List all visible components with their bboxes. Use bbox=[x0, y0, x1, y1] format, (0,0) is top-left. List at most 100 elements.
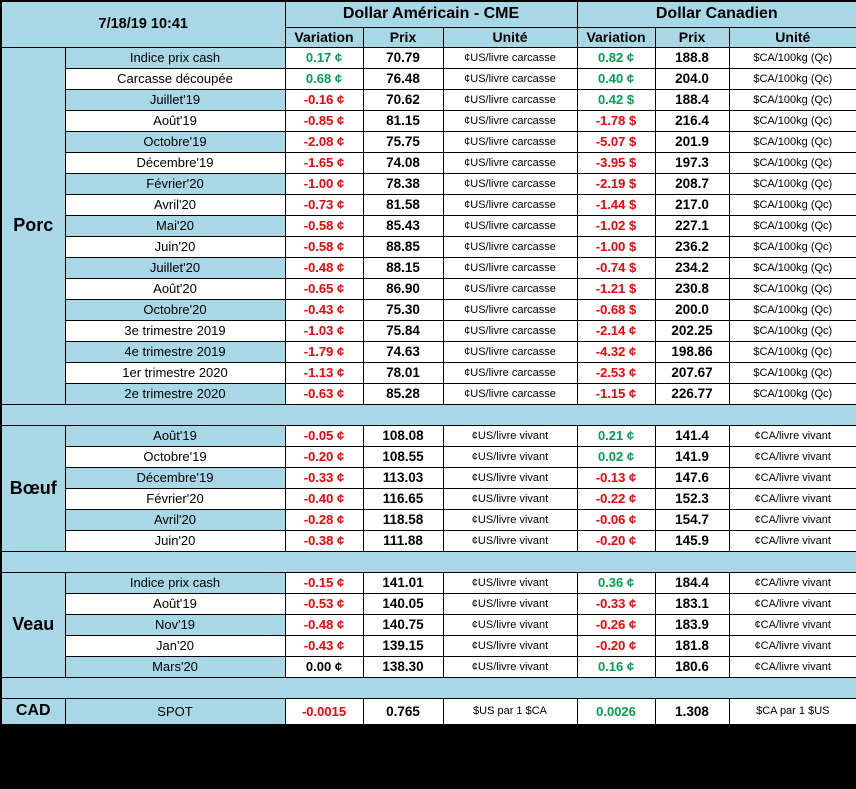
us-price-value: 76.48 bbox=[362, 67, 444, 90]
us-price-value: 86.90 bbox=[362, 277, 444, 300]
us-unit-label: ¢US/livre carcasse bbox=[442, 361, 578, 384]
ca-unit-label: $CA/100kg (Qc) bbox=[728, 130, 856, 153]
row-label: Juin'20 bbox=[64, 235, 286, 258]
us-unit-label: ¢US/livre vivant bbox=[442, 655, 578, 678]
row-label: Août'19 bbox=[64, 592, 286, 615]
ca-variation-value: 0.16 ¢ bbox=[576, 655, 656, 678]
us-unit-label: ¢US/livre carcasse bbox=[442, 340, 578, 363]
row-label: 3e trimestre 2019 bbox=[64, 319, 286, 342]
row-label: Juin'20 bbox=[64, 529, 286, 552]
us-variation-value: -0.85 ¢ bbox=[284, 109, 364, 132]
row-label: Octobre'19 bbox=[64, 130, 286, 153]
us-variation-value: -0.20 ¢ bbox=[284, 445, 364, 468]
row-label: Décembre'19 bbox=[64, 466, 286, 489]
table-row: Février'20 -0.40 ¢ 116.65 ¢US/livre vivant -… bbox=[1, 487, 856, 510]
row-label: 4e trimestre 2019 bbox=[64, 340, 286, 363]
section-gap-cell bbox=[1, 403, 856, 426]
table-row: Août'20 -0.65 ¢ 86.90 ¢US/livre carcasse -1.… bbox=[1, 277, 856, 300]
table-row: Mai'20 -0.58 ¢ 85.43 ¢US/livre carcasse -1.0… bbox=[1, 214, 856, 237]
ca-unit-label: $CA/100kg (Qc) bbox=[728, 214, 856, 237]
ca-variation-value: -1.02 $ bbox=[576, 214, 656, 237]
us-price-value: 108.55 bbox=[362, 445, 444, 468]
us-unit-label: ¢US/livre vivant bbox=[442, 487, 578, 510]
ca-variation-value: 0.42 $ bbox=[576, 88, 656, 111]
us-variation-value: -0.53 ¢ bbox=[284, 592, 364, 615]
us-unit-label: ¢US/livre vivant bbox=[442, 613, 578, 636]
ca-variation-value: 0.02 ¢ bbox=[576, 445, 656, 468]
ca-price-value: 230.8 bbox=[654, 277, 730, 300]
row-label: Août'20 bbox=[64, 277, 286, 300]
ca-price-value: 141.9 bbox=[654, 445, 730, 468]
ca-variation-value: -0.68 $ bbox=[576, 298, 656, 321]
ca-price-value: 181.8 bbox=[654, 634, 730, 657]
table-row: Veau Indice prix cash -0.15 ¢ 141.01 ¢US/liv… bbox=[0, 571, 856, 678]
ca-variation-value: -1.78 $ bbox=[576, 109, 656, 132]
ca-unit-label: $CA/100kg (Qc) bbox=[728, 172, 856, 195]
row-label: Avril'20 bbox=[64, 193, 286, 216]
ca-unit-label: ¢CA/livre vivant bbox=[728, 529, 856, 552]
us-unit-label: ¢US/livre carcasse bbox=[442, 172, 578, 195]
row-label: Juillet'20 bbox=[64, 256, 286, 279]
us-price-value: 74.63 bbox=[362, 340, 444, 363]
ca-unit-label: ¢CA/livre vivant bbox=[728, 655, 856, 678]
table-row: Juin'20 -0.58 ¢ 88.85 ¢US/livre carcasse -1.… bbox=[1, 235, 856, 258]
ca-variation-value: 0.36 ¢ bbox=[576, 571, 656, 594]
ca-unit-label: $CA/100kg (Qc) bbox=[728, 382, 856, 405]
ca-price-value: 202.25 bbox=[654, 319, 730, 342]
us-variation-value: -0.0015 bbox=[284, 697, 364, 726]
table-row: Octobre'19 -0.20 ¢ 108.55 ¢US/livre vivant 0… bbox=[1, 445, 856, 468]
section-label-bœuf: Bœuf bbox=[0, 424, 66, 552]
us-variation-value: -0.63 ¢ bbox=[284, 382, 364, 405]
ca-price-value: 204.0 bbox=[654, 67, 730, 90]
ca-unit-label: $CA/100kg (Qc) bbox=[728, 319, 856, 342]
us-variation-value: -1.79 ¢ bbox=[284, 340, 364, 363]
ca-unit-label: $CA/100kg (Qc) bbox=[728, 88, 856, 111]
ca-prix-column-header: Prix bbox=[654, 26, 730, 48]
us-unit-label: ¢US/livre vivant bbox=[442, 571, 578, 594]
us-variation-value: 0.68 ¢ bbox=[284, 67, 364, 90]
us-price-value: 75.84 bbox=[362, 319, 444, 342]
ca-price-value: 141.4 bbox=[654, 424, 730, 447]
commodity-price-table: 7/18/19 10:41 Dollar Américain - CME Dol… bbox=[0, 0, 856, 726]
us-variation-value: -0.38 ¢ bbox=[284, 529, 364, 552]
row-label: 2e trimestre 2020 bbox=[64, 382, 286, 405]
ca-unit-label: $CA/100kg (Qc) bbox=[728, 256, 856, 279]
us-unit-label: ¢US/livre vivant bbox=[442, 466, 578, 489]
us-price-value: 140.75 bbox=[362, 613, 444, 636]
section-gap-row bbox=[1, 550, 856, 573]
ca-variation-value: -4.32 ¢ bbox=[576, 340, 656, 363]
us-unit-label: ¢US/livre carcasse bbox=[442, 88, 578, 111]
row-label: Jan'20 bbox=[64, 634, 286, 657]
us-variation-value: -0.58 ¢ bbox=[284, 235, 364, 258]
column-header-row: Variation Prix Unité Variation Prix Unit… bbox=[1, 26, 856, 48]
ca-unit-label: ¢CA/livre vivant bbox=[728, 634, 856, 657]
ca-variation-value: -2.19 $ bbox=[576, 172, 656, 195]
table-row: Décembre'19 -0.33 ¢ 113.03 ¢US/livre vivant… bbox=[1, 466, 856, 489]
us-variation-value: -0.15 ¢ bbox=[284, 571, 364, 594]
us-unit-label: ¢US/livre vivant bbox=[442, 445, 578, 468]
table-row: Juin'20 -0.38 ¢ 111.88 ¢US/livre vivant -0.2… bbox=[1, 529, 856, 552]
row-label: Nov'19 bbox=[64, 613, 286, 636]
ca-price-value: 236.2 bbox=[654, 235, 730, 258]
us-unit-label: $US par 1 $CA bbox=[442, 697, 578, 726]
us-variation-value: -0.16 ¢ bbox=[284, 88, 364, 111]
ca-price-value: 226.77 bbox=[654, 382, 730, 405]
ca-price-value: 216.4 bbox=[654, 109, 730, 132]
us-variation-value: -2.08 ¢ bbox=[284, 130, 364, 153]
us-price-value: 70.62 bbox=[362, 88, 444, 111]
us-variation-value: -0.40 ¢ bbox=[284, 487, 364, 510]
ca-unit-label: ¢CA/livre vivant bbox=[728, 613, 856, 636]
table-row: Nov'19 -0.48 ¢ 140.75 ¢US/livre vivant -0.26… bbox=[1, 613, 856, 636]
ca-unit-label: $CA/100kg (Qc) bbox=[728, 235, 856, 258]
us-variation-value: -0.28 ¢ bbox=[284, 508, 364, 531]
row-label: Indice prix cash bbox=[64, 46, 286, 69]
ca-unit-label: ¢CA/livre vivant bbox=[728, 508, 856, 531]
ca-unit-label: ¢CA/livre vivant bbox=[728, 571, 856, 594]
us-variation-value: -0.05 ¢ bbox=[284, 424, 364, 447]
ca-price-value: 183.9 bbox=[654, 613, 730, 636]
ca-variation-value: 0.0026 bbox=[576, 697, 656, 726]
us-price-value: 139.15 bbox=[362, 634, 444, 657]
us-variation-value: -1.03 ¢ bbox=[284, 319, 364, 342]
table-row: Octobre'19 -2.08 ¢ 75.75 ¢US/livre carcasse… bbox=[1, 130, 856, 153]
us-unit-label: ¢US/livre carcasse bbox=[442, 256, 578, 279]
